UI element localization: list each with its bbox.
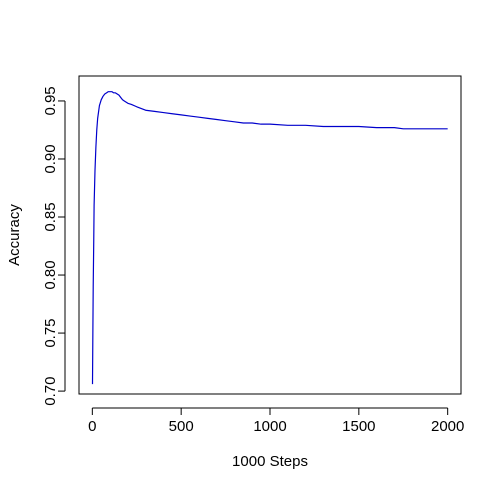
x-tick-label: 1000 [253,418,286,435]
y-tick-label: 0.85 [42,202,59,231]
y-tick-label: 0.70 [42,376,59,405]
y-tick-label: 0.95 [42,86,59,115]
x-axis: 0 500 1000 1500 2000 [88,407,464,435]
x-tick-label: 0 [88,418,96,435]
y-tick-label: 0.75 [42,318,59,347]
accuracy-series-line [91,91,448,385]
y-axis: 0.70 0.75 0.80 0.85 0.90 0.95 [42,86,66,406]
y-tick-label: 0.90 [42,144,59,173]
x-tick-label: 2000 [431,418,464,435]
x-axis-label: 1000 Steps [232,453,308,470]
y-tick-label: 0.80 [42,260,59,289]
series-layer [91,91,448,385]
plot-frame [78,75,462,395]
x-tick-label: 500 [169,418,194,435]
y-axis-label: Accuracy [6,204,23,266]
x-tick-label: 1500 [342,418,375,435]
